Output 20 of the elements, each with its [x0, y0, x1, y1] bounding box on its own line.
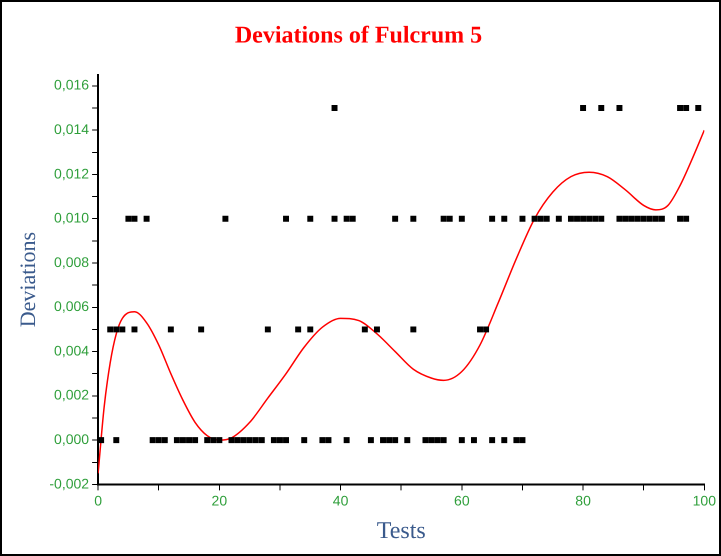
x-tick-label: 40 — [332, 492, 349, 509]
y-tick-label: 0,000 — [54, 430, 90, 447]
y-tick-label: 0,016 — [54, 76, 90, 93]
y-axis-title: Deviations — [14, 232, 40, 328]
y-tick-label: 0,002 — [54, 386, 90, 403]
y-tick-label: 0,014 — [54, 121, 90, 138]
x-axis-title: Tests — [376, 518, 426, 544]
y-tick-label: 0,004 — [54, 342, 90, 358]
y-tick-label: 0,006 — [54, 298, 90, 314]
y-tick-label: -0,002 — [49, 475, 90, 492]
x-tick-label: 60 — [454, 492, 470, 509]
x-tick-label: 20 — [212, 492, 228, 509]
x-tick-label: 80 — [575, 492, 592, 509]
line-series — [98, 129, 704, 474]
y-tick-label: 0,008 — [54, 254, 90, 270]
y-tick-label: 0,012 — [54, 165, 90, 182]
chart-title: Deviations of Fulcrum 5 — [234, 22, 482, 49]
x-tick-label: 100 — [692, 492, 716, 509]
y-tick-label: 0,010 — [54, 210, 90, 226]
x-tick-label: 0 — [94, 492, 102, 509]
